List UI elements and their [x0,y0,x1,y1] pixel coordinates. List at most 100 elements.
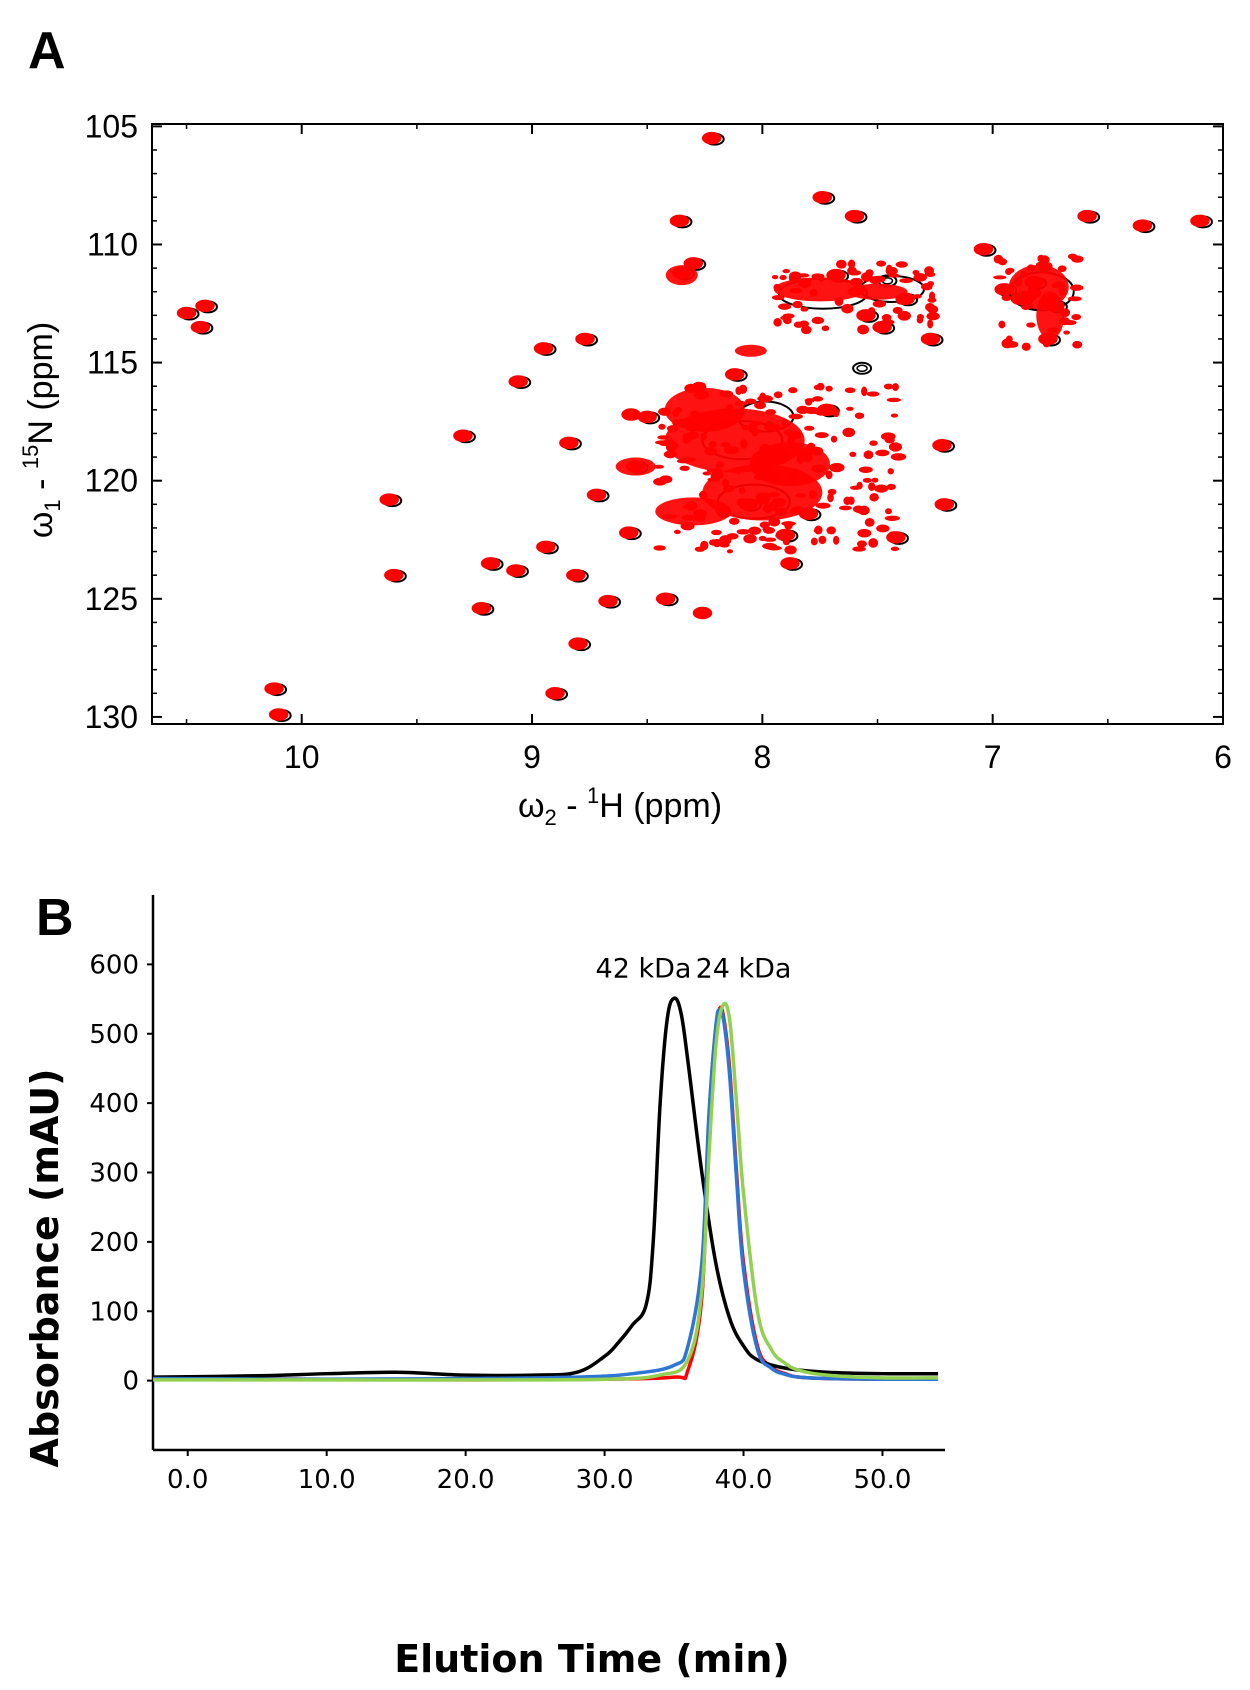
peak-speck-red [899,278,913,284]
peak-speck-red [736,498,749,508]
peak-speck-red [895,261,908,268]
peak-speck-red [857,324,870,335]
peak-speck-red [686,431,699,440]
peak-speck-red [832,535,840,545]
peak-speck-red [856,481,863,490]
peak-speck-red [875,449,890,457]
peaks-a [176,131,1213,723]
peak-speck-red [885,264,893,274]
peak-annotation: 42 kDa [596,953,692,984]
peak-speck-red [672,409,680,417]
peak-red [480,557,501,570]
peak-speck-red [1070,284,1084,291]
peak-red [575,332,595,346]
peak-speck-red [927,305,939,314]
peak-speck-red [1072,340,1083,349]
peak-speck-red [719,542,730,548]
peak-speck-red [1026,322,1036,328]
y-tick-label-a: 125 [85,581,138,617]
peak-speck-red [710,424,721,430]
peak-red [533,342,554,355]
peak-speck-red [653,545,666,551]
peak-speck-red [1057,265,1067,273]
peak-speck-red [829,462,845,473]
peak-speck-red [795,303,803,308]
x-tick-label-b: 30.0 [576,1465,634,1495]
peak-speck-red [1020,270,1028,278]
peak-speck-red [653,477,667,486]
peak-speck-red [890,453,907,461]
peak-speck-red [876,260,887,267]
peak-speck-red [1050,295,1059,300]
peak-speck-red [775,533,791,538]
tick-labels-b: 0 100 200 300 400 500 600 0.0 10.0 20.0 30.0 40.0 50… [89,950,911,1495]
peak-speck-red [1054,281,1065,289]
peak-speck-red [663,450,677,459]
peak-speck-red [736,528,751,535]
peak-red [701,131,722,145]
peak-speck-red [759,443,771,454]
peak-speck-red [690,410,699,418]
peak-speck-red [808,490,817,499]
peak-red [780,557,800,570]
peak-speck-red [888,442,903,452]
peak-speck-red [785,468,800,475]
peak-red [1077,209,1097,223]
peak-red [920,332,941,346]
peak-speck-red [869,493,879,502]
y-axis-label-b: Absorbance (mAU) [23,1069,67,1468]
peak-red [692,606,713,620]
peak-speck-red [882,318,890,325]
peak-speck-red [871,477,879,483]
peak-speck-red [854,412,865,419]
peak-red [379,493,399,506]
peak-speck-red [825,385,833,392]
peak-speck-red [804,449,820,455]
peak-speck-red [774,507,787,516]
peak-speck-red [679,465,690,471]
peak-speck-red [805,399,812,406]
peak-speck-red [658,423,666,430]
y-tick-label-b: 600 [89,950,139,980]
peak-speck-red [721,478,730,488]
peak-speck-red [693,509,707,518]
peak-speck-red [1042,339,1051,348]
peak-speck-red [916,314,925,320]
series-line-2 [152,1007,939,1382]
peak-speck-red [871,275,886,283]
peak-speck-red [802,452,813,463]
peak-speck-red [927,319,934,329]
peak-speck-red [832,408,840,418]
peak-speck-red [812,396,824,402]
y-tick-label-a: 130 [85,699,138,735]
peak-speck-red [795,493,806,498]
elution-chart: 0 100 200 300 400 500 600 0.0 10.0 20.0 30.0 40.0 50… [23,895,945,1681]
peak-speck-red [868,538,879,548]
y-tick-label-a: 105 [85,108,138,144]
peak-speck-red [738,487,746,494]
y-tick-label-b: 200 [89,1228,139,1258]
peak-speck-red [825,470,833,480]
peak-black [852,361,873,375]
peak-speck-red [858,466,873,473]
peak-speck-red [702,471,712,476]
peak-speck-red [673,529,681,535]
peak-speck-red [838,505,852,511]
peak-speck-red [926,312,940,321]
peak-speck-red [913,273,927,282]
peak-speck-red [1019,290,1031,297]
peak-red [190,320,211,334]
peak-speck-red [796,454,804,465]
x-tick-label-a: 7 [984,739,1002,775]
peak-speck-red [661,514,678,519]
series-line-3 [153,1001,939,1382]
y-tick-label-b: 300 [89,1159,139,1189]
peak-speck-red [800,307,809,312]
peak-speck-red [847,266,857,276]
peak-speck-red [741,425,751,431]
peak-speck-red [704,447,718,456]
peak-speck-red [782,268,790,274]
peak-speck-red [912,294,922,299]
peak-speck-red [927,297,937,303]
peak-speck-red [1000,284,1008,294]
